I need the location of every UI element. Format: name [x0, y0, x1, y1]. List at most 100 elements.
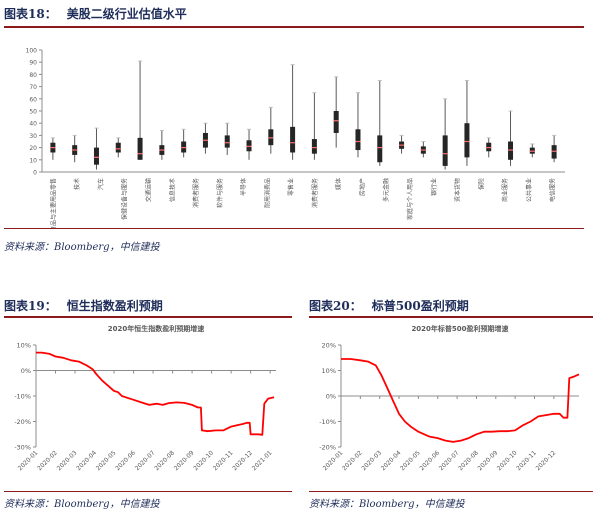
x-category-label: 软件与服务 [216, 178, 224, 208]
x-category-label: 汽车 [97, 178, 105, 190]
box-plot-chart: 0 10 20 30 40 50 60 70 80 90 100 食品与主要用品零售 技术 汽车 保健设备与… [26, 48, 565, 228]
box-iqr [333, 111, 339, 133]
x-category-label: 技术 [73, 178, 81, 190]
figure20-label: 图表20： [309, 299, 362, 313]
x-tick-label: 2020-04 [75, 449, 98, 472]
box-iqr [93, 147, 99, 165]
box-iqr [508, 141, 514, 160]
x-tick-label: 2021-01 [251, 449, 274, 472]
box-iqr [137, 137, 143, 160]
y-tick-label: 70 [29, 84, 37, 91]
y-tick-label: 0% [21, 367, 31, 375]
figure19-source: 资料来源：Bloomberg，中信建投 [4, 499, 160, 510]
y-tick-label: 10 [29, 157, 37, 164]
x-tick-label: 2020-07 [134, 449, 157, 472]
x-category-label: 耐用消费品 [263, 178, 271, 208]
y-tick-label: 10% [322, 367, 336, 375]
box-iqr [268, 129, 274, 146]
x-tick-label: 2020-12 [535, 449, 558, 472]
x-tick-label: 2020-01 [17, 449, 40, 472]
x-tick-label: 2020-05 [95, 449, 118, 472]
figure19-header: 图表19： 恒生指数盈利预期 [4, 292, 163, 314]
x-tick-label: 2020-04 [380, 449, 403, 472]
y-tick-label: 100 [26, 48, 38, 55]
x-tick-label: 2020-05 [399, 449, 422, 472]
x-category-label: 半导体 [240, 178, 248, 196]
figure19-title: 恒生指数盈利预期 [66, 299, 163, 313]
box-iqr [486, 142, 492, 152]
figure20-source: 资料来源：Bloomberg，中信建投 [309, 499, 465, 510]
x-category-label: 保健设备与服务 [121, 178, 129, 220]
x-tick-label: 2020-11 [515, 449, 538, 472]
box-iqr [529, 147, 535, 154]
x-tick-label: 2020-03 [56, 449, 79, 472]
figure19-bottom-rule [4, 491, 292, 492]
figure18-panel: 图表18： 美股二级行业估值水平 0 10 20 30 40 50 60 70 80 90 100 食… [4, 7, 584, 253]
series-line [341, 358, 580, 443]
x-category-label: 零售业 [287, 178, 295, 196]
figure20-title: 标普500盈利预期 [371, 299, 469, 313]
box-iqr [377, 135, 383, 163]
y-tick-label: 60 [29, 96, 37, 103]
x-tick-label: 2020-09 [173, 449, 196, 472]
spx-line-chart: 2020年标普500盈利预期增速20%10%0%-10%-20%2020-012… [319, 324, 580, 472]
figure20-top-rule [309, 316, 593, 318]
y-tick-label: 0% [326, 393, 336, 401]
chart-title: 2020年标普500盈利预期增速 [411, 324, 508, 333]
x-category-label: 家庭与个人用品 [406, 178, 414, 220]
figure18-bottom-rule [4, 228, 584, 229]
box-iqr [246, 140, 252, 152]
x-tick-label: 2020-01 [322, 449, 345, 472]
x-category-label: 商业服务 [501, 178, 509, 202]
x-category-label: 食品与主要用品零售 [49, 178, 57, 228]
x-category-label: 信息技术 [168, 178, 176, 202]
box-iqr [464, 123, 470, 158]
x-category-label: 多元金融 [382, 178, 390, 202]
y-tick-label: 20% [322, 342, 336, 350]
x-tick-label: 2020-02 [341, 449, 364, 472]
box-iqr [115, 142, 121, 153]
figure19-label: 图表19： [4, 299, 57, 313]
x-tick-label: 2020-08 [457, 449, 480, 472]
box-iqr [181, 141, 187, 153]
figure18-label: 图表18： [4, 7, 57, 21]
x-tick-label: 2020-12 [231, 449, 254, 472]
y-tick-label: -20% [14, 418, 31, 426]
x-tick-label: 2020-06 [418, 449, 441, 472]
figure19-top-rule [4, 316, 292, 318]
figure20-panel: 图表20： 标普500盈利预期 2020年标普500盈利预期增速 20% 10% 0%… [305, 292, 603, 512]
hsi-line-chart: 2020年恒生指数盈利预期增速10%0%-10%-20%-30%2020-012… [14, 324, 276, 472]
x-tick-label: 2020-02 [36, 449, 59, 472]
y-tick-label: 80 [29, 72, 37, 79]
x-tick-label: 2020-11 [212, 449, 235, 472]
x-tick-label: 2020-03 [360, 449, 383, 472]
x-category-label: 媒体 [335, 178, 343, 190]
box-iqr [355, 129, 361, 151]
x-category-label: 房地产 [358, 178, 366, 196]
x-category-label: 资本货物 [454, 178, 462, 202]
x-category-label: 消费者服务 [311, 178, 319, 208]
x-tick-label: 2020-10 [496, 449, 519, 472]
y-tick-label: 90 [29, 60, 37, 67]
x-category-label: 保险 [477, 178, 485, 190]
figure19-panel: 图表19： 恒生指数盈利预期 2020年恒生指数盈利预期增速 10% 0% -10% -… [0, 292, 300, 512]
y-tick-label: -10% [319, 418, 336, 426]
figure20-header: 图表20： 标普500盈利预期 [309, 292, 469, 314]
figure18-title: 美股二级行业估值水平 [66, 7, 187, 21]
y-tick-label: -30% [14, 444, 31, 452]
figure18-top-rule [4, 26, 584, 28]
y-tick-label: 20 [29, 145, 37, 152]
x-tick-label: 2020-06 [114, 449, 137, 472]
y-tick-label: 40 [29, 121, 37, 128]
x-category-label: 电信服务 [549, 178, 557, 202]
y-tick-label: 10% [17, 342, 31, 350]
box-iqr [290, 126, 296, 153]
x-category-label: 交通运输 [144, 178, 152, 202]
y-tick-label: -20% [319, 444, 336, 452]
x-category-label: 银行业 [430, 178, 438, 196]
x-category-label: 公共事业 [525, 178, 533, 202]
x-tick-label: 2020-09 [477, 449, 500, 472]
chart-title: 2020年恒生指数盈利预期增速 [108, 324, 204, 333]
box-iqr [551, 145, 557, 159]
figure20-bottom-rule [309, 491, 593, 492]
